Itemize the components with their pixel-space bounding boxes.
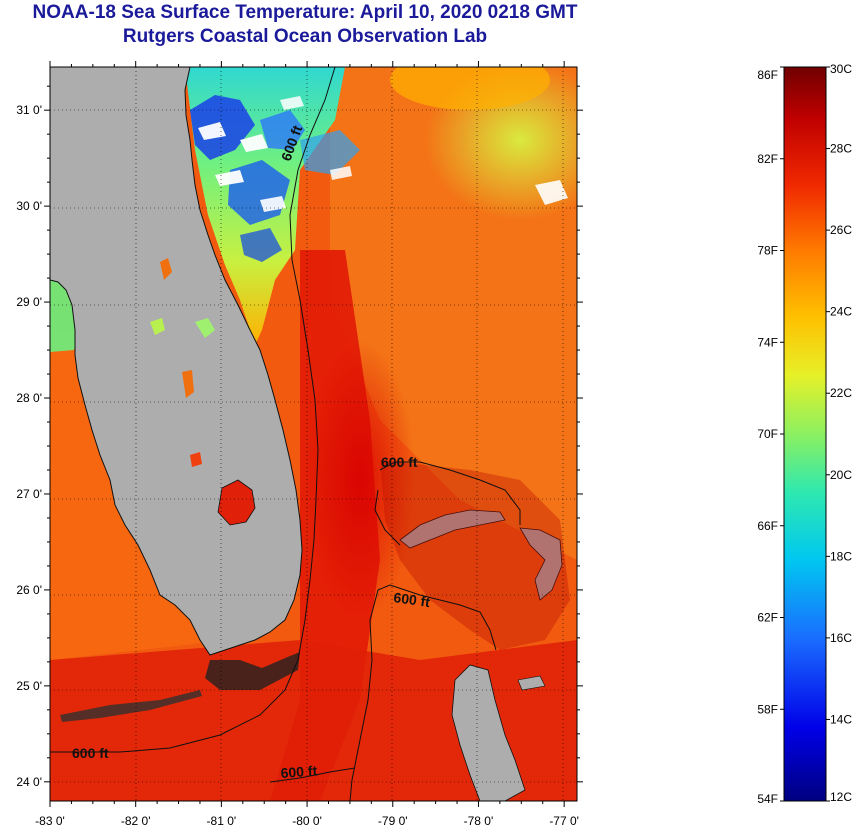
colorbar-c-label: 12C	[830, 790, 852, 804]
colorbar-c-label: 22C	[830, 386, 852, 400]
contour-label-600ft: 600 ft	[72, 745, 109, 761]
lat-tick-label: 31 0'	[16, 103, 42, 117]
lat-tick-label: 26 0'	[16, 583, 42, 597]
florida-keys	[205, 652, 300, 690]
colorbar-c-label: 28C	[830, 142, 852, 156]
lat-tick-label: 25 0'	[16, 679, 42, 693]
colorbar-f-label: 54F	[757, 792, 778, 806]
lon-tick-label: -83 0'	[35, 814, 65, 828]
colorbar-f-label: 58F	[757, 702, 778, 716]
lake-okeechobee	[217, 479, 256, 526]
inland-lake	[182, 370, 194, 398]
straits-red	[50, 640, 577, 801]
map-title: NOAA-18 Sea Surface Temperature: April 1…	[32, 2, 578, 23]
inland-lake	[160, 258, 172, 280]
lon-tick-label: -78 0'	[464, 814, 494, 828]
sst-image	[50, 67, 577, 801]
lon-tick-label: -77 0'	[549, 814, 579, 828]
grand-bahama	[399, 509, 506, 549]
inland-lake	[195, 318, 215, 338]
colorbar-f-label: 78F	[757, 244, 778, 258]
contour-label-600ft: 600 ft	[393, 589, 432, 610]
colorbar-f-label: 66F	[757, 519, 778, 533]
lat-tick-label: 28 0'	[16, 391, 42, 405]
n-orange-patch	[390, 67, 550, 110]
contour-label-600ft: 600 ft	[381, 454, 418, 470]
cold-filaments	[190, 95, 568, 262]
latitude-axis: 31 0' 30 0' 29 0' 28 0' 27 0' 26 0' 25 0' 24 0'	[16, 85, 583, 789]
colorbar-c-label: 18C	[830, 549, 852, 563]
lon-tick-label: -79 0'	[378, 814, 408, 828]
lon-tick-label: -80 0'	[292, 814, 322, 828]
colorbar-f-label: 70F	[757, 427, 778, 441]
lat-tick-label: 27 0'	[16, 487, 42, 501]
inland-lake	[150, 318, 165, 335]
colorbar-f-label: 74F	[757, 335, 778, 349]
new-providence	[517, 675, 546, 691]
lower-keys	[60, 690, 202, 722]
lon-tick-label: -82 0'	[121, 814, 151, 828]
colorbar-c-label: 30C	[830, 62, 852, 76]
map-subtitle: Rutgers Coastal Ocean Observation Lab	[122, 26, 488, 47]
longitude-axis: -83 0' -82 0' -81 0' -80 0' -79 0' -78 0' -77 …	[35, 61, 579, 828]
lat-tick-label: 24 0'	[16, 775, 42, 789]
colorbar-c-label: 14C	[830, 712, 852, 726]
colorbar-f-label: 62F	[757, 611, 778, 625]
colorbar-c-label: 20C	[830, 468, 852, 482]
contour-label-600ft: 600 ft	[280, 762, 318, 781]
map-frame	[49, 66, 578, 802]
andros-island	[451, 664, 526, 801]
lat-tick-label: 29 0'	[16, 295, 42, 309]
gulf-stream-glow	[305, 340, 415, 620]
colorbar-c-label: 26C	[830, 223, 852, 237]
colorbar	[783, 66, 827, 802]
colorbar-c-label: 16C	[830, 631, 852, 645]
lat-tick-label: 30 0'	[16, 199, 42, 213]
inland-lake	[190, 452, 202, 467]
colorbar-celsius-labels: 30C 28C 26C 24C 22C 20C 18C 16C 14C 12C	[826, 62, 852, 804]
bahama-bank	[380, 460, 570, 650]
colorbar-f-label: 82F	[757, 152, 778, 166]
colorbar-f-label: 86F	[757, 68, 778, 82]
colorbar-c-label: 24C	[830, 305, 852, 319]
isobath-600ft	[50, 67, 521, 801]
colorbar-fahrenheit-labels: 86F 82F 78F 74F 70F 66F 62F 58F 54F	[757, 66, 784, 806]
lon-tick-label: -81 0'	[207, 814, 237, 828]
